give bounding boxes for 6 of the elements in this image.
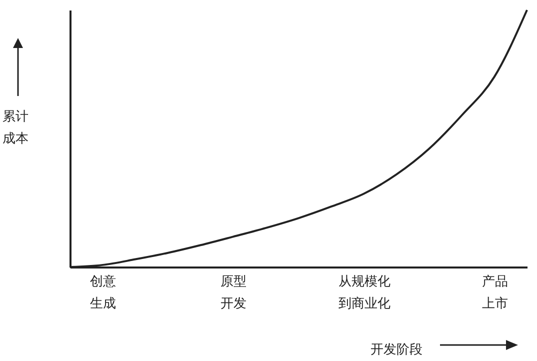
x-tick-label: 创意生成 — [90, 274, 116, 312]
x-axis-title: 开发阶段 — [370, 342, 422, 358]
y-axis-title: 累计成本 — [2, 110, 28, 146]
x-tick-label: 产品上市 — [482, 274, 508, 312]
x-tick-label: 从规模化到商业化 — [338, 274, 390, 312]
x-tick-label: 原型开发 — [220, 274, 247, 312]
